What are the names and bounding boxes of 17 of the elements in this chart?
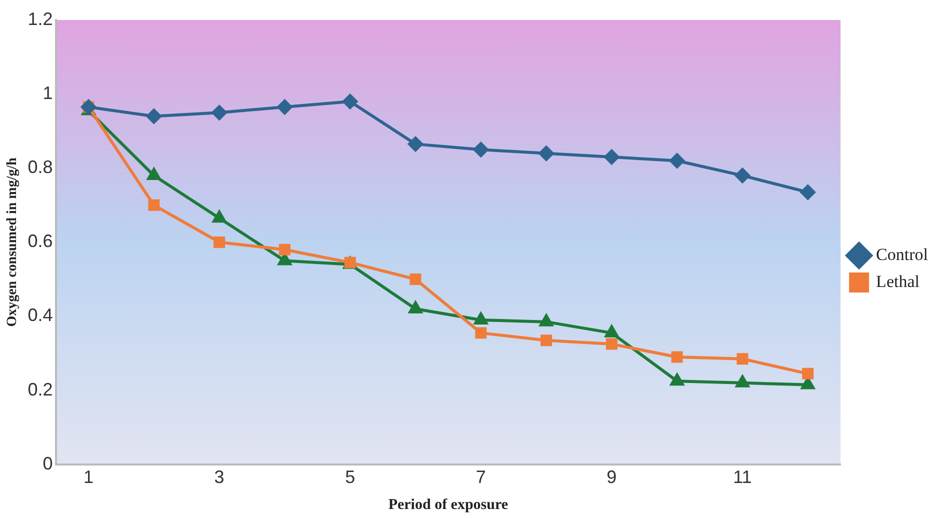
legend-label: Lethal [876, 272, 920, 291]
y-tick-label: 0.4 [28, 305, 53, 326]
x-tick-label: 3 [214, 467, 224, 488]
y-tick-label: 1.2 [28, 8, 53, 29]
x-tick-label: 5 [345, 467, 356, 488]
y-tick-label: 0.6 [28, 231, 53, 252]
y-axis-title: Oxygen consumed in mg/g/h [5, 157, 20, 327]
x-tick-label: 11 [733, 467, 752, 488]
x-axis-title: Period of exposure [388, 496, 508, 513]
y-tick-label: 0.8 [28, 157, 53, 178]
x-tick-label: 7 [476, 467, 486, 488]
y-tick-label: 0 [42, 453, 53, 474]
x-tick-label: 1 [84, 467, 94, 488]
y-tick-label: 1 [42, 83, 53, 104]
x-tick-label: 9 [606, 467, 617, 488]
y-tick-label: 0.2 [28, 379, 53, 400]
legend-label: Control [876, 244, 928, 264]
